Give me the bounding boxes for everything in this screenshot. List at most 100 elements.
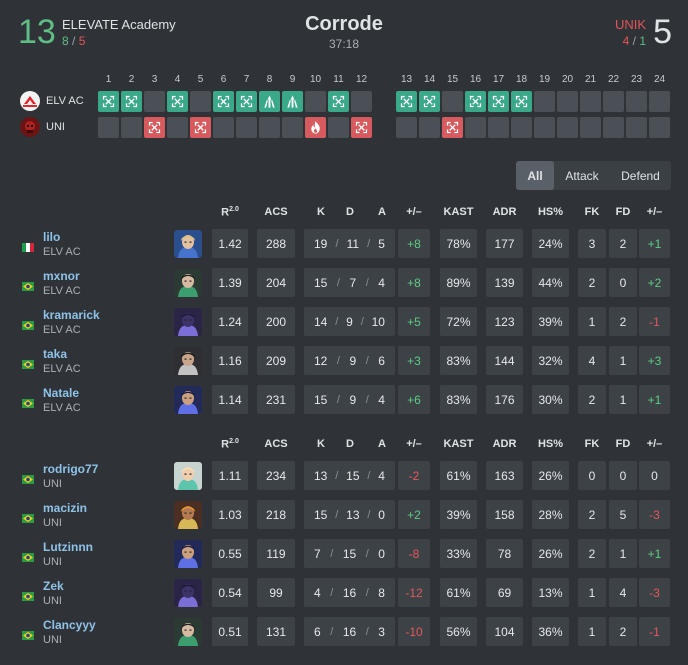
player-name[interactable]: Clancyyy <box>43 618 96 632</box>
round-empty[interactable] <box>144 91 165 112</box>
player-team: UNI <box>43 478 62 490</box>
round-empty[interactable] <box>259 117 280 138</box>
column-header-pm[interactable]: +/– <box>406 438 422 450</box>
team2-name[interactable]: UNIK <box>614 17 646 32</box>
round-defuse-icon[interactable] <box>259 91 280 112</box>
round-empty[interactable] <box>626 117 647 138</box>
column-header-a[interactable]: A <box>378 206 386 218</box>
round-empty[interactable] <box>557 117 578 138</box>
round-empty[interactable] <box>580 117 601 138</box>
column-header-fk[interactable]: FK <box>584 438 600 450</box>
column-header-d[interactable]: D <box>346 438 354 450</box>
round-empty[interactable] <box>626 91 647 112</box>
round-empty[interactable] <box>534 91 555 112</box>
stat-adr: 163 <box>486 461 523 490</box>
stat-kda: 15/9/4 <box>304 385 395 414</box>
round-empty[interactable] <box>649 91 670 112</box>
filter-attack-button[interactable]: Attack <box>565 168 599 183</box>
filter-all-button[interactable]: All <box>516 161 554 190</box>
round-boom-icon[interactable] <box>305 117 326 138</box>
column-header-k[interactable]: K <box>317 206 325 218</box>
round-empty[interactable] <box>603 91 624 112</box>
round-empty[interactable] <box>649 117 670 138</box>
round-empty[interactable] <box>351 91 372 112</box>
column-header-adr[interactable]: ADR <box>492 206 517 218</box>
round-empty[interactable] <box>396 117 417 138</box>
team1-name[interactable]: ELEVATE Academy <box>62 17 176 32</box>
stat-adr: 69 <box>486 578 523 607</box>
brazil-flag-icon <box>22 588 34 601</box>
player-name[interactable]: taka <box>43 347 68 361</box>
column-header-hs[interactable]: HS% <box>537 206 564 218</box>
player-name[interactable]: macizin <box>43 501 88 515</box>
round-empty[interactable] <box>419 117 440 138</box>
round-empty[interactable] <box>511 117 532 138</box>
round-elim-icon[interactable] <box>419 91 440 112</box>
stat-kast: 78% <box>440 229 477 258</box>
round-elim-icon[interactable] <box>396 91 417 112</box>
column-header-k[interactable]: K <box>317 438 325 450</box>
player-name[interactable]: Lutzinnn <box>43 540 93 554</box>
round-empty[interactable] <box>98 117 119 138</box>
round-empty[interactable] <box>190 91 211 112</box>
round-empty[interactable] <box>305 91 326 112</box>
player-name[interactable]: rodrigo77 <box>43 462 99 476</box>
round-empty[interactable] <box>534 117 555 138</box>
round-elim-icon[interactable] <box>351 117 372 138</box>
column-header-kast[interactable]: KAST <box>443 206 474 218</box>
round-empty[interactable] <box>442 91 463 112</box>
round-empty[interactable] <box>580 91 601 112</box>
filter-defend-button[interactable]: Defend <box>621 168 660 183</box>
player-name[interactable]: Natale <box>43 386 80 400</box>
stat-fk-fd-diff: +2 <box>639 268 670 297</box>
player-name[interactable]: lilo <box>43 230 61 244</box>
column-header-rating[interactable]: R2.0 <box>221 206 239 219</box>
stat-kda: 12/9/6 <box>304 346 395 375</box>
player-team: ELV AC <box>43 246 81 258</box>
column-header-fk[interactable]: FK <box>584 206 600 218</box>
round-elim-icon[interactable] <box>144 117 165 138</box>
round-elim-icon[interactable] <box>328 91 349 112</box>
column-header-adr[interactable]: ADR <box>492 438 517 450</box>
round-elim-icon[interactable] <box>465 91 486 112</box>
round-empty[interactable] <box>603 117 624 138</box>
round-empty[interactable] <box>488 117 509 138</box>
column-header-d[interactable]: D <box>346 206 354 218</box>
round-elim-icon[interactable] <box>442 117 463 138</box>
round-empty[interactable] <box>282 117 303 138</box>
column-header-pm[interactable]: +/– <box>406 206 422 218</box>
column-header-a[interactable]: A <box>378 438 386 450</box>
round-defuse-icon[interactable] <box>282 91 303 112</box>
round-empty[interactable] <box>465 117 486 138</box>
column-header-rating[interactable]: R2.0 <box>221 438 239 451</box>
elevate-logo-icon <box>20 90 40 111</box>
yoru-agent-icon <box>174 386 202 414</box>
round-empty[interactable] <box>557 91 578 112</box>
round-elim-icon[interactable] <box>121 91 142 112</box>
round-empty[interactable] <box>328 117 349 138</box>
column-header-hs[interactable]: HS% <box>537 438 564 450</box>
round-elim-icon[interactable] <box>167 91 188 112</box>
column-header-fpm[interactable]: +/– <box>646 206 663 218</box>
round-elim-icon[interactable] <box>236 91 257 112</box>
player-name[interactable]: Zek <box>43 579 64 593</box>
round-elim-icon[interactable] <box>213 91 234 112</box>
brazil-flag-icon <box>22 278 34 291</box>
round-elim-icon[interactable] <box>511 91 532 112</box>
player-name[interactable]: kramarick <box>43 308 100 322</box>
stat-kast: 61% <box>440 461 477 490</box>
column-header-kast[interactable]: KAST <box>443 438 474 450</box>
round-elim-icon[interactable] <box>488 91 509 112</box>
round-elim-icon[interactable] <box>190 117 211 138</box>
round-elim-icon[interactable] <box>98 91 119 112</box>
column-header-acs[interactable]: ACS <box>264 438 288 450</box>
column-header-fpm[interactable]: +/– <box>646 438 663 450</box>
round-empty[interactable] <box>167 117 188 138</box>
column-header-fd[interactable]: FD <box>615 206 631 218</box>
column-header-fd[interactable]: FD <box>615 438 631 450</box>
player-name[interactable]: mxnor <box>43 269 80 283</box>
column-header-acs[interactable]: ACS <box>264 206 288 218</box>
round-empty[interactable] <box>121 117 142 138</box>
round-empty[interactable] <box>213 117 234 138</box>
round-empty[interactable] <box>236 117 257 138</box>
